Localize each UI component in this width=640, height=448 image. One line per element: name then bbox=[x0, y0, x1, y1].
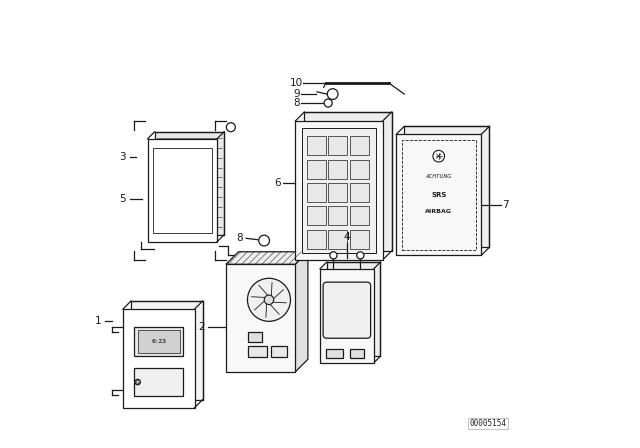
Bar bbox=[307, 136, 326, 155]
Text: SRS: SRS bbox=[431, 192, 447, 198]
Bar bbox=[226, 264, 296, 372]
Text: 1: 1 bbox=[95, 316, 102, 326]
Circle shape bbox=[324, 99, 332, 107]
Bar bbox=[148, 139, 217, 242]
Bar bbox=[401, 140, 476, 250]
Bar bbox=[350, 159, 369, 179]
FancyBboxPatch shape bbox=[323, 282, 371, 338]
Text: 8: 8 bbox=[294, 98, 300, 108]
Bar bbox=[328, 183, 348, 202]
Bar bbox=[307, 183, 326, 202]
Text: AIRBAG: AIRBAG bbox=[425, 209, 452, 214]
Bar bbox=[350, 183, 369, 202]
Text: 3: 3 bbox=[120, 152, 126, 163]
Text: 7: 7 bbox=[502, 199, 509, 210]
Bar bbox=[302, 128, 376, 253]
Bar bbox=[350, 349, 364, 358]
Circle shape bbox=[356, 252, 364, 259]
Text: 8: 8 bbox=[236, 233, 243, 243]
Bar bbox=[134, 368, 184, 396]
Bar bbox=[350, 206, 369, 225]
Bar bbox=[307, 206, 326, 225]
Text: 5: 5 bbox=[120, 194, 126, 204]
Polygon shape bbox=[226, 252, 308, 264]
Bar bbox=[350, 136, 369, 155]
Bar bbox=[320, 269, 374, 363]
Bar bbox=[123, 309, 195, 408]
Bar bbox=[248, 346, 267, 357]
Bar bbox=[328, 229, 348, 249]
Circle shape bbox=[433, 151, 445, 162]
Bar bbox=[307, 159, 326, 179]
Text: 4: 4 bbox=[344, 233, 350, 242]
Bar bbox=[248, 332, 262, 342]
Circle shape bbox=[259, 235, 269, 246]
Bar bbox=[327, 262, 380, 356]
Circle shape bbox=[327, 89, 338, 99]
Polygon shape bbox=[296, 252, 308, 372]
Bar bbox=[326, 349, 342, 358]
Bar bbox=[138, 331, 180, 353]
Bar bbox=[328, 136, 348, 155]
Bar bbox=[153, 148, 212, 233]
Bar bbox=[134, 327, 184, 357]
Text: G: G bbox=[136, 379, 140, 384]
Bar bbox=[155, 132, 224, 235]
Circle shape bbox=[248, 278, 291, 321]
Bar bbox=[271, 346, 287, 357]
Text: 10: 10 bbox=[291, 78, 303, 88]
Bar bbox=[305, 112, 392, 251]
Text: 9: 9 bbox=[294, 89, 300, 99]
Text: 00005154: 00005154 bbox=[470, 419, 506, 428]
Bar bbox=[131, 301, 203, 400]
Bar bbox=[296, 121, 383, 260]
Bar bbox=[307, 229, 326, 249]
Bar bbox=[350, 229, 369, 249]
Circle shape bbox=[227, 123, 236, 132]
Text: 2: 2 bbox=[198, 322, 205, 332]
Text: 0:23: 0:23 bbox=[151, 339, 166, 344]
Text: 6: 6 bbox=[274, 178, 281, 189]
Circle shape bbox=[264, 295, 274, 305]
Bar bbox=[404, 126, 490, 247]
Circle shape bbox=[135, 379, 140, 385]
Bar bbox=[328, 206, 348, 225]
Circle shape bbox=[330, 252, 337, 259]
Bar bbox=[328, 159, 348, 179]
Bar bbox=[396, 134, 481, 255]
Text: ACHTUNG: ACHTUNG bbox=[426, 174, 452, 179]
